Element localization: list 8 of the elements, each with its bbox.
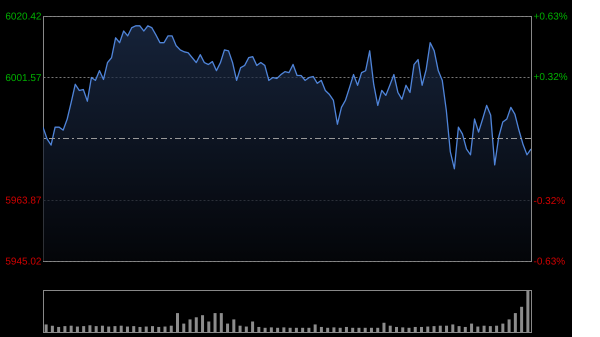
y-tick-label: 5945.02 bbox=[5, 256, 42, 268]
y2-tick-label: -0.32% bbox=[534, 196, 566, 208]
y2-tick-label: +0.63% bbox=[534, 12, 568, 22]
y-tick-label: 6020.42 bbox=[5, 12, 42, 22]
y2-tick-label: +0.32% bbox=[534, 72, 568, 83]
y-tick-label: 6001.57 bbox=[5, 72, 42, 84]
y-tick-label: 5963.87 bbox=[5, 195, 42, 206]
y2-tick-label: -0.63% bbox=[534, 256, 566, 268]
